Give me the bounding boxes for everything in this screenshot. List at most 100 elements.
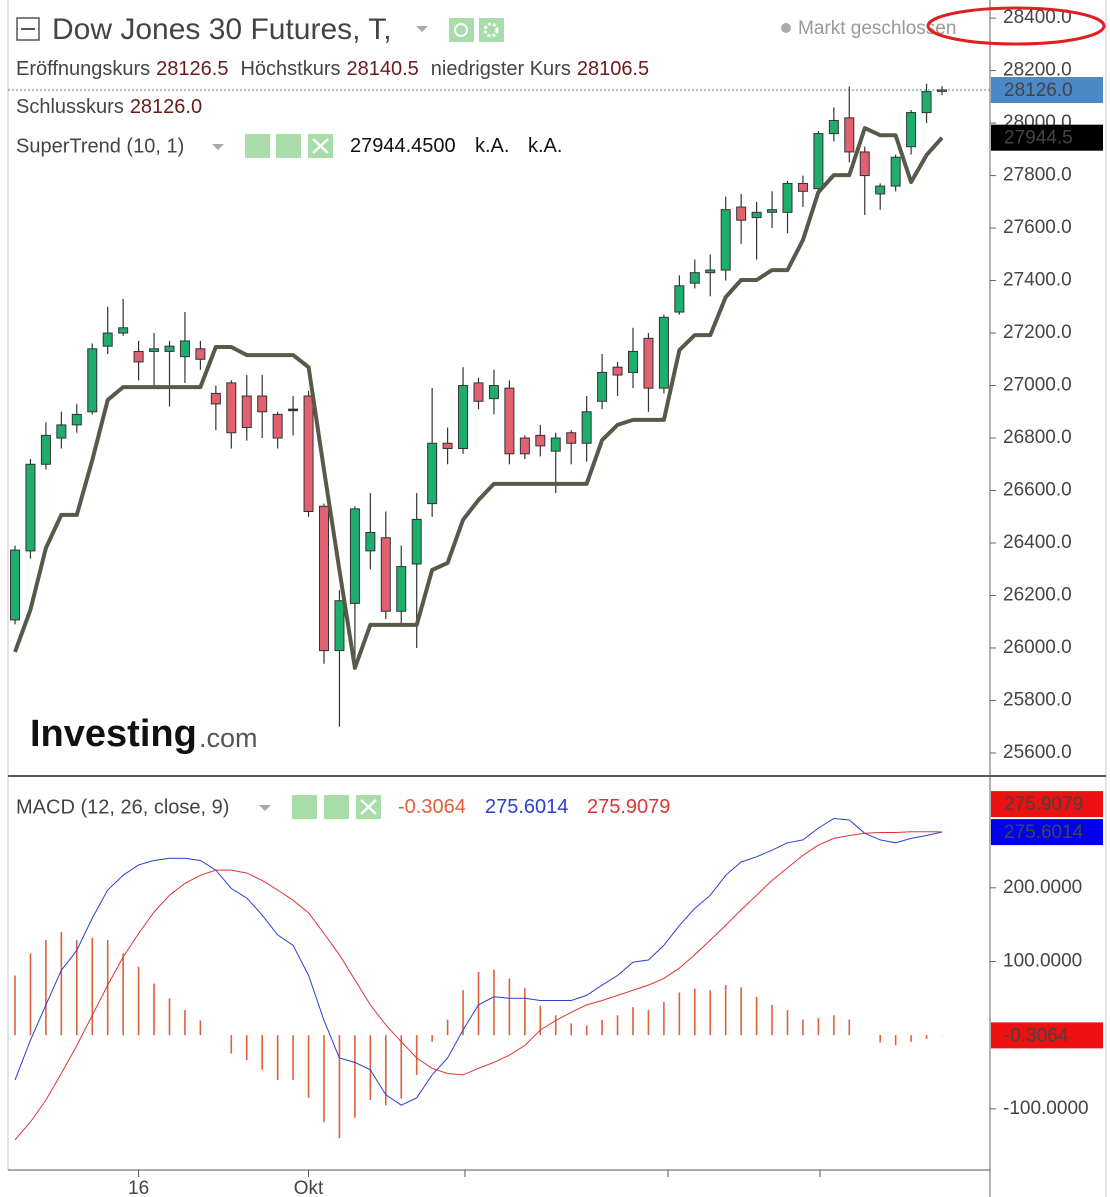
gear-icon[interactable] [276, 134, 301, 158]
candle-body [705, 269, 716, 274]
y-tick-label: 100.0000 [1003, 950, 1082, 971]
legend-value: 275.9079 [587, 796, 670, 818]
indicator-name: MACD (12, 26, close, 9) [16, 796, 229, 818]
y-tick-label: 26400.0 [1003, 532, 1072, 553]
candle-body [272, 413, 283, 439]
legend-value: k.A. [475, 135, 509, 157]
candle-body [10, 549, 20, 621]
price-badge [991, 819, 1103, 846]
candle-body [488, 385, 499, 400]
legend-value: 28126.0 [130, 96, 202, 118]
legend-label: Höchstkurs [240, 58, 340, 80]
candle-body [504, 387, 515, 455]
indicator-name: SuperTrend (10, 1) [16, 135, 184, 157]
candle-body [550, 437, 561, 452]
price-badge [991, 124, 1103, 151]
candle-body [797, 182, 808, 192]
candle-body [396, 566, 407, 612]
candle-body [674, 285, 685, 313]
candle-body [71, 413, 82, 426]
macd-line [14, 831, 943, 1141]
candle-body [442, 442, 453, 450]
candle-body [643, 337, 654, 389]
y-tick-label: 26800.0 [1003, 427, 1072, 448]
candle-body [473, 382, 484, 402]
candle-body [427, 442, 438, 505]
candle-body [859, 151, 870, 177]
candle-body [40, 434, 51, 465]
ohlc-legend: Eröffnungskurs 28126.5 Höchstkurs 28140.5 ni… [16, 58, 649, 80]
dropdown-icon[interactable] [416, 26, 428, 32]
candle-body [813, 133, 824, 190]
candle-body [597, 371, 608, 402]
candle-body [349, 508, 360, 604]
price-badge-label: 27944.5 [1004, 128, 1073, 149]
legend-value: 27944.4500 [350, 135, 456, 157]
y-tick-label: 26200.0 [1003, 585, 1072, 606]
candle-body [566, 432, 577, 444]
eye-icon[interactable] [245, 134, 270, 158]
y-tick-label: 25800.0 [1003, 689, 1072, 710]
y-tick-label: 28200.0 [1003, 60, 1072, 81]
candle-body [875, 185, 886, 195]
highlight-ellipse [926, 6, 1106, 46]
candle-body [241, 395, 252, 429]
legend-value: 28126.5 [156, 58, 228, 80]
candle-body [411, 518, 422, 565]
status-dot [781, 23, 791, 33]
eye-icon [454, 23, 468, 37]
legend-value: k.A. [528, 135, 562, 157]
legend-value: -0.3064 [398, 796, 466, 818]
candle-body [226, 382, 237, 434]
ohlc-legend: Schlusskurs 28126.0 [16, 96, 202, 118]
dropdown-icon[interactable] [212, 144, 224, 150]
legend-value: 275.6014 [485, 796, 568, 818]
x-tick-label: 16 [128, 1178, 149, 1197]
candle-body [102, 332, 113, 347]
price-badge-label: 275.6014 [1004, 822, 1084, 843]
candle-body [25, 463, 36, 552]
candle-body [257, 395, 268, 413]
y-tick-label: 27800.0 [1003, 165, 1072, 186]
candle-body [937, 89, 947, 92]
candle-body [890, 156, 901, 187]
candle-body [581, 411, 592, 444]
price-badge [991, 77, 1103, 104]
market-status: Markt geschlossen [798, 18, 956, 39]
close-icon [360, 799, 377, 815]
legend-label: niedrigster Kurs [431, 58, 571, 80]
candle-body [179, 340, 190, 358]
eye-icon[interactable] [449, 18, 474, 42]
candle-body [210, 392, 221, 405]
watermark: .com [199, 723, 258, 753]
eye-icon[interactable] [292, 795, 317, 819]
indicator-legend: 27944.4500 k.A. k.A. [350, 135, 562, 157]
candle-body [612, 366, 623, 376]
gear-icon[interactable] [479, 18, 504, 42]
chart-title: Dow Jones 30 Futures, T, [52, 13, 392, 46]
y-tick-label: 26600.0 [1003, 480, 1072, 501]
macd-line [14, 817, 943, 1106]
price-badge [991, 791, 1103, 818]
legend-value: 28106.5 [577, 58, 649, 80]
y-tick-label: 200.0000 [1003, 877, 1082, 898]
candle-body [519, 437, 530, 455]
candle-body [87, 348, 98, 413]
price-badge-label: -0.3064 [1004, 1025, 1069, 1046]
candle-body [288, 408, 299, 412]
dropdown-icon[interactable] [259, 805, 271, 811]
collapse-icon[interactable] [16, 17, 40, 41]
candle-body [767, 209, 778, 213]
gear-icon[interactable] [324, 795, 349, 819]
candle-body [149, 348, 160, 352]
close-icon [312, 138, 329, 154]
candle-body [164, 345, 175, 352]
candle-body [319, 505, 329, 652]
candle-body [303, 395, 314, 513]
candle-body [751, 211, 762, 219]
y-tick-label: 27200.0 [1003, 322, 1072, 343]
candle-body [380, 537, 391, 612]
candle-body [458, 385, 469, 450]
y-tick-label: 27400.0 [1003, 270, 1072, 291]
